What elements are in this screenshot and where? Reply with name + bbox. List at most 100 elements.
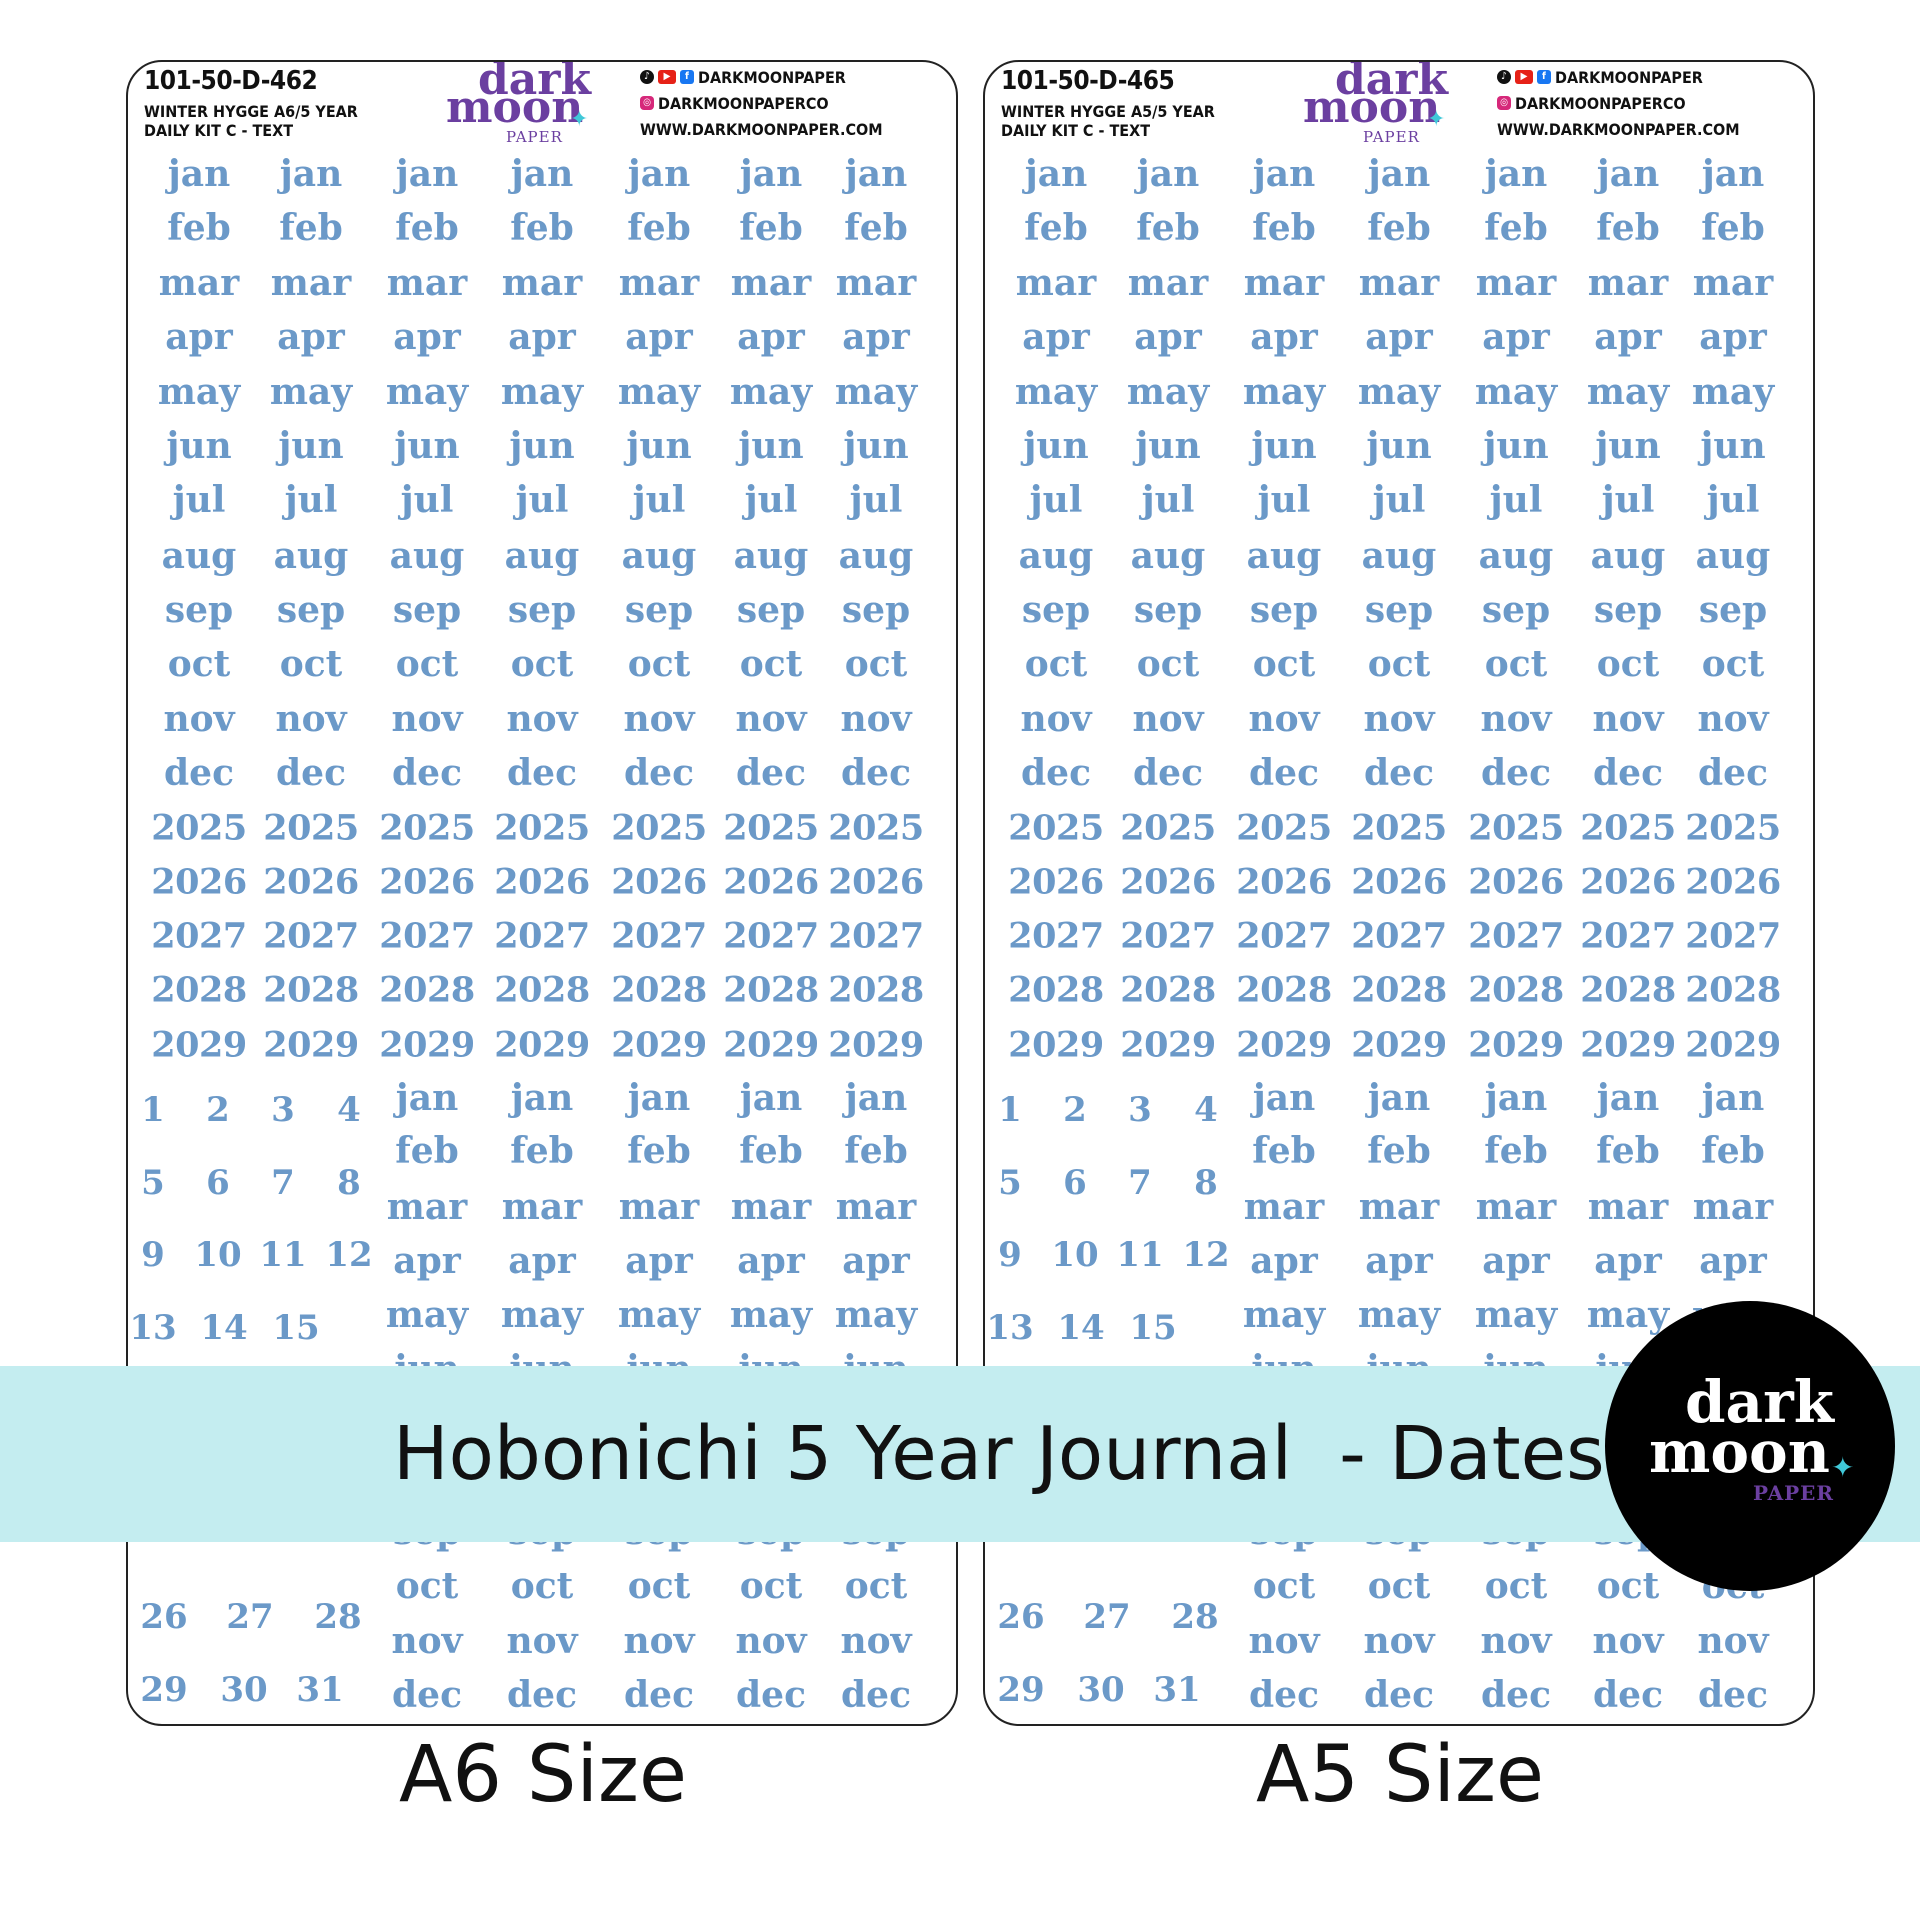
year-sticker: 2027: [1685, 915, 1781, 957]
brand-badge: dark moon PAPER ✦: [1605, 1301, 1895, 1591]
year-sticker: 2029: [723, 1024, 819, 1066]
year-sticker: 2029: [1236, 1024, 1332, 1066]
month-sticker: mar: [386, 262, 468, 304]
month-sticker: sep: [1021, 589, 1091, 631]
day-sticker: 7: [271, 1163, 295, 1203]
month-sticker: dec: [392, 752, 462, 794]
month-sticker: dec: [624, 1674, 694, 1716]
month-sticker: jan: [844, 1077, 908, 1119]
year-sticker: 2028: [1685, 969, 1781, 1011]
year-sticker: 2027: [1351, 915, 1447, 957]
month-sticker: nov: [1020, 698, 1092, 740]
month-sticker: oct: [510, 1565, 574, 1607]
month-sticker: jan: [844, 153, 908, 195]
month-sticker: mar: [1127, 262, 1209, 304]
day-sticker: 8: [337, 1163, 361, 1203]
month-sticker: feb: [167, 207, 231, 249]
month-sticker: mar: [618, 1186, 700, 1228]
year-sticker: 2025: [611, 807, 707, 849]
month-sticker: sep: [507, 589, 577, 631]
month-sticker: jun: [509, 425, 575, 467]
month-sticker: may: [617, 1294, 701, 1336]
year-sticker: 2029: [379, 1024, 475, 1066]
year-sticker: 2025: [723, 807, 819, 849]
day-sticker: 12: [1182, 1235, 1230, 1275]
month-sticker: sep: [1481, 589, 1551, 631]
year-sticker: 2027: [723, 915, 819, 957]
month-sticker: sep: [1593, 589, 1663, 631]
month-sticker: feb: [1484, 207, 1548, 249]
month-sticker: mar: [1358, 1186, 1440, 1228]
month-sticker: dec: [841, 1674, 911, 1716]
month-sticker: apr: [393, 1240, 461, 1282]
month-sticker: dec: [1481, 1674, 1551, 1716]
logo-text: PAPER: [1363, 128, 1420, 146]
month-sticker: jan: [1024, 153, 1088, 195]
month-sticker: jun: [166, 425, 232, 467]
month-sticker: apr: [625, 316, 693, 358]
month-sticker: jan: [395, 153, 459, 195]
day-sticker: 3: [1128, 1090, 1152, 1130]
month-sticker: aug: [1130, 535, 1206, 577]
year-sticker: 2026: [828, 861, 924, 903]
day-sticker: 5: [998, 1163, 1022, 1203]
month-sticker: nov: [840, 698, 912, 740]
month-sticker: apr: [1250, 1240, 1318, 1282]
year-sticker: 2025: [828, 807, 924, 849]
month-sticker: may: [729, 371, 813, 413]
month-sticker: dec: [1593, 752, 1663, 794]
day-sticker: 31: [296, 1670, 344, 1710]
month-sticker: nov: [1480, 698, 1552, 740]
day-sticker: 15: [272, 1308, 320, 1348]
month-sticker: may: [269, 371, 353, 413]
product-code: 101-50-D-462: [144, 66, 318, 96]
day-sticker: 28: [1171, 1597, 1219, 1637]
month-sticker: mar: [1475, 262, 1557, 304]
month-sticker: dec: [1364, 752, 1434, 794]
month-sticker: dec: [1698, 1674, 1768, 1716]
month-sticker: jan: [167, 153, 231, 195]
month-sticker: may: [834, 1294, 918, 1336]
month-sticker: may: [385, 371, 469, 413]
month-sticker: nov: [1592, 698, 1664, 740]
month-sticker: jun: [738, 425, 804, 467]
month-sticker: feb: [1701, 1130, 1765, 1172]
month-sticker: dec: [1021, 752, 1091, 794]
day-sticker: 11: [1116, 1235, 1164, 1275]
month-sticker: aug: [838, 535, 914, 577]
month-sticker: apr: [842, 316, 910, 358]
month-sticker: sep: [841, 589, 911, 631]
month-sticker: jul: [284, 479, 338, 521]
month-sticker: mar: [730, 262, 812, 304]
month-sticker: jul: [1372, 479, 1426, 521]
month-sticker: may: [729, 1294, 813, 1336]
month-sticker: mar: [1692, 1186, 1774, 1228]
instagram-icon: ◎: [640, 96, 654, 110]
youtube-icon: ▶: [1515, 70, 1533, 84]
year-sticker: 2028: [611, 969, 707, 1011]
month-sticker: nov: [506, 698, 578, 740]
month-sticker: aug: [273, 535, 349, 577]
day-sticker: 29: [140, 1670, 188, 1710]
month-sticker: nov: [506, 1620, 578, 1662]
product-subtitle: WINTER HYGGE A6/5 YEAR DAILY KIT C - TEX…: [144, 102, 358, 140]
banner-title: Hobonichi 5 Year Journal - Dates: [393, 1411, 1605, 1497]
year-sticker: 2028: [1580, 969, 1676, 1011]
month-sticker: oct: [1252, 643, 1316, 685]
subtitle-line: DAILY KIT C - TEXT: [144, 121, 294, 140]
day-sticker: 15: [1129, 1308, 1177, 1348]
website-url: WWW.DARKMOONPAPER.COM: [640, 119, 883, 139]
year-sticker: 2028: [1468, 969, 1564, 1011]
month-sticker: feb: [510, 207, 574, 249]
month-sticker: oct: [1367, 643, 1431, 685]
day-sticker: 4: [337, 1090, 361, 1130]
month-sticker: dec: [164, 752, 234, 794]
social-handle: DARKMOONPAPER: [1555, 67, 1703, 87]
month-sticker: jun: [843, 425, 909, 467]
month-sticker: mar: [1015, 262, 1097, 304]
month-sticker: nov: [1248, 698, 1320, 740]
month-sticker: feb: [627, 1130, 691, 1172]
month-sticker: oct: [739, 1565, 803, 1607]
month-sticker: jan: [1367, 153, 1431, 195]
year-sticker: 2025: [1685, 807, 1781, 849]
